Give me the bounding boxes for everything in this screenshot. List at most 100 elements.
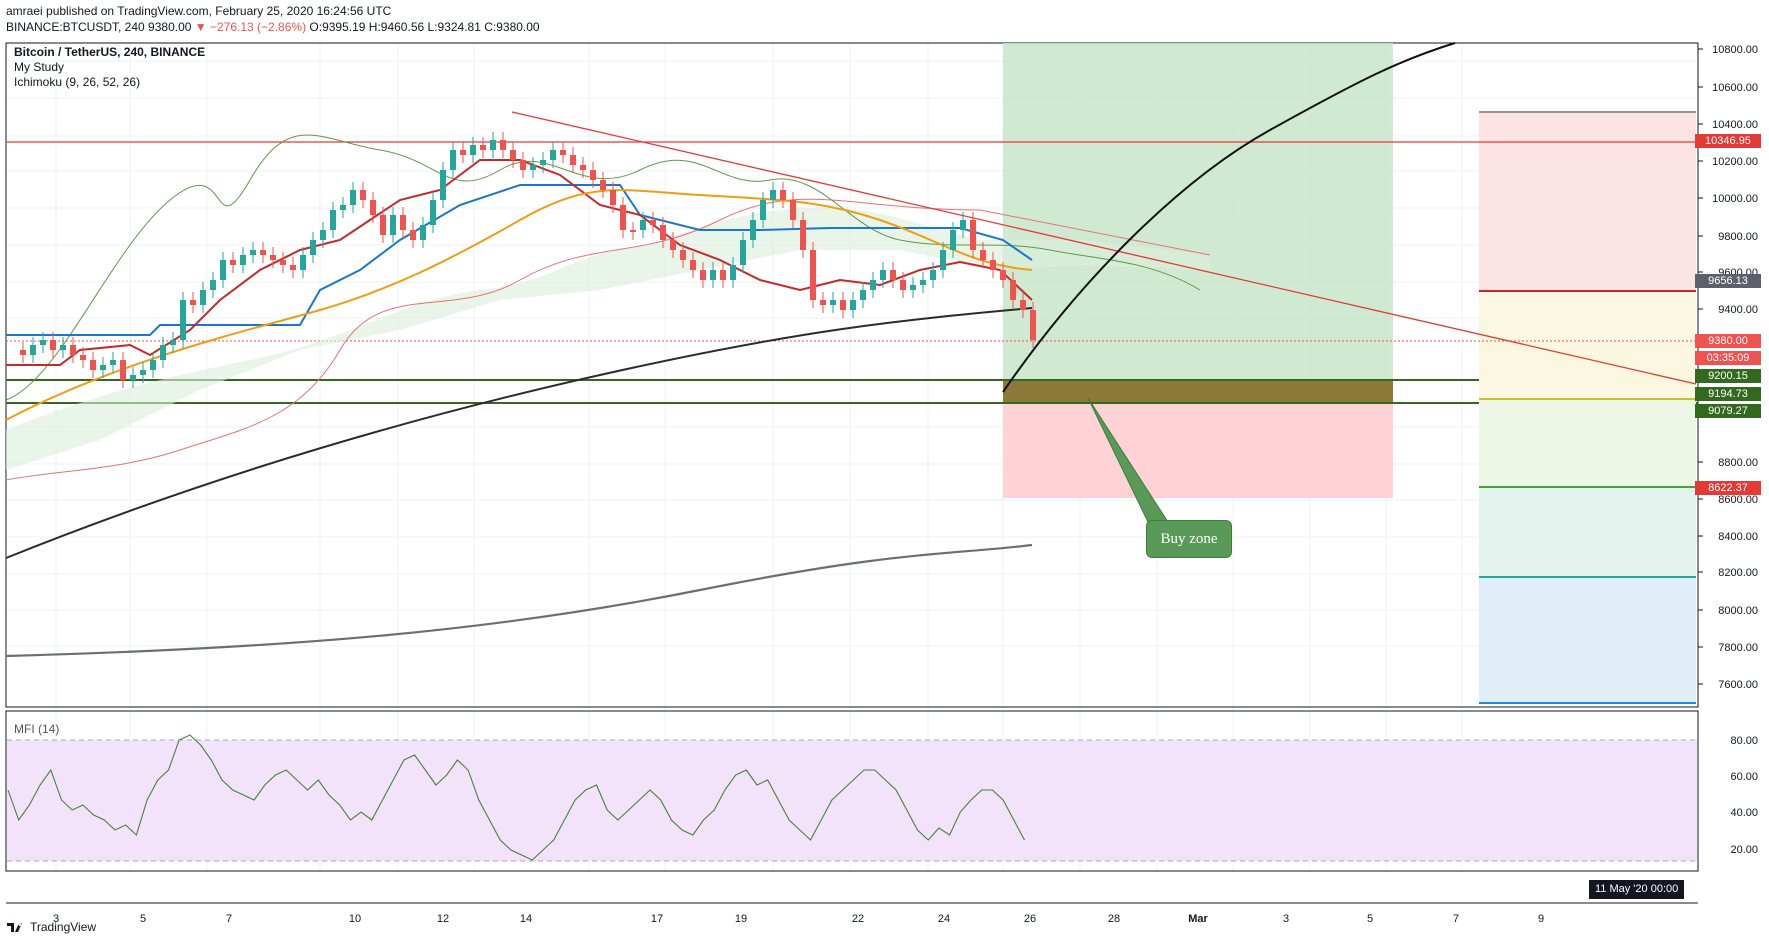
- time-tick: 3: [53, 913, 59, 925]
- candle: [300, 255, 306, 270]
- candle: [210, 280, 216, 290]
- candle: [410, 230, 416, 240]
- candle: [460, 150, 466, 155]
- candle: [470, 145, 476, 155]
- footer-brand[interactable]: TradingView: [6, 920, 96, 934]
- candle: [850, 300, 856, 310]
- study-name[interactable]: My Study: [14, 60, 65, 74]
- candle: [970, 220, 976, 250]
- candle: [630, 230, 636, 232]
- candle: [900, 280, 906, 290]
- price-tick: 10200.00: [1712, 156, 1758, 168]
- mfi-axis: 80.00 60.00 40.00 20.00: [1730, 735, 1758, 856]
- candle: [800, 220, 806, 250]
- candle: [500, 140, 506, 150]
- candle: [310, 240, 316, 255]
- candle: [90, 360, 96, 370]
- candle: [40, 340, 46, 345]
- time-tick: 28: [1108, 913, 1120, 925]
- candle: [20, 350, 26, 355]
- target-zone: [1003, 43, 1393, 380]
- price-tick: 10600.00: [1712, 82, 1758, 94]
- candle: [490, 140, 496, 150]
- price-tick: 10000.00: [1712, 193, 1758, 205]
- candle: [260, 250, 266, 255]
- candle: [430, 200, 436, 225]
- time-tick: 19: [735, 913, 747, 925]
- price-axis: 10800.00 10600.00 10400.00 10200.00 10000.00…: [1698, 44, 1758, 691]
- stop-zone: [1003, 403, 1393, 498]
- mfi-tick: 80.00: [1730, 735, 1758, 747]
- candle: [30, 345, 36, 355]
- price-tick: 9400.00: [1718, 304, 1758, 316]
- candle: [330, 210, 336, 230]
- ichimoku-cloud: [5, 134, 1211, 481]
- buy-zone-callout[interactable]: Buy zone: [1146, 520, 1232, 558]
- time-tick: 17: [651, 913, 663, 925]
- candle: [700, 270, 706, 280]
- price-tick: 8200.00: [1718, 567, 1758, 579]
- time-tick: 22: [852, 913, 864, 925]
- candle: [820, 300, 826, 305]
- descending-trendline: [511, 111, 1697, 385]
- last-price: 9380.00: [148, 20, 192, 34]
- candle: [750, 220, 756, 240]
- candle: [160, 345, 166, 360]
- candle: [370, 200, 376, 215]
- candle: [110, 360, 116, 365]
- time-tick: 9: [1538, 913, 1544, 925]
- candle: [200, 290, 206, 305]
- candle: [290, 265, 296, 270]
- candle: [170, 340, 176, 345]
- publish-info: amraei published on TradingView.com, Feb…: [6, 4, 392, 18]
- fib-zone-2: [1479, 291, 1696, 399]
- candle: [180, 300, 186, 340]
- candle: [1010, 280, 1016, 300]
- candle: [940, 250, 946, 270]
- price-tick: 10400.00: [1712, 119, 1758, 131]
- symbol-title[interactable]: Bitcoin / TetherUS, 240, BINANCE: [14, 45, 206, 59]
- candle: [390, 215, 396, 235]
- fib-zone-1: [1479, 112, 1696, 291]
- price-label: 9380.00: [1695, 334, 1761, 348]
- candle: [150, 360, 156, 370]
- candle: [230, 260, 236, 265]
- mfi-pane-frame: [5, 710, 1699, 872]
- price-label: 9200.15: [1695, 369, 1761, 383]
- candle: [760, 200, 766, 220]
- chart-legend: Bitcoin / TetherUS, 240, BINANCE My Stud…: [14, 45, 205, 90]
- mfi-title[interactable]: MFI (14): [14, 722, 60, 736]
- candle: [620, 205, 626, 230]
- ma-200-line: [5, 307, 1033, 559]
- candle: [190, 300, 196, 305]
- candle: [590, 170, 596, 180]
- candle: [980, 250, 986, 260]
- candle: [570, 155, 576, 165]
- ichimoku-name[interactable]: Ichimoku (9, 26, 52, 26): [14, 75, 141, 89]
- candle: [450, 150, 456, 170]
- candle: [930, 270, 936, 280]
- fib-zone-4: [1479, 487, 1696, 577]
- candle: [990, 260, 996, 270]
- ohlc-values: O:9395.19 H:9460.56 L:9324.81 C:9380.00: [309, 20, 540, 34]
- price-label: 9079.27: [1695, 404, 1761, 418]
- candlestick-series: [20, 132, 1036, 388]
- candle: [550, 150, 556, 160]
- time-tick: 10: [349, 913, 361, 925]
- price-tick: 8400.00: [1718, 531, 1758, 543]
- candle: [420, 225, 426, 240]
- candle: [100, 365, 106, 370]
- candle: [710, 270, 716, 280]
- candle: [1000, 270, 1006, 280]
- candle: [810, 250, 816, 300]
- price-tick: 10800.00: [1712, 44, 1758, 56]
- price-label: 9194.73: [1695, 387, 1761, 401]
- ma-50-line: [5, 189, 1033, 421]
- time-tick: 5: [140, 913, 146, 925]
- candle: [530, 165, 536, 170]
- candle: [780, 190, 786, 200]
- time-tick: 12: [437, 913, 449, 925]
- candle: [790, 200, 796, 220]
- time-tick: 5: [1367, 913, 1373, 925]
